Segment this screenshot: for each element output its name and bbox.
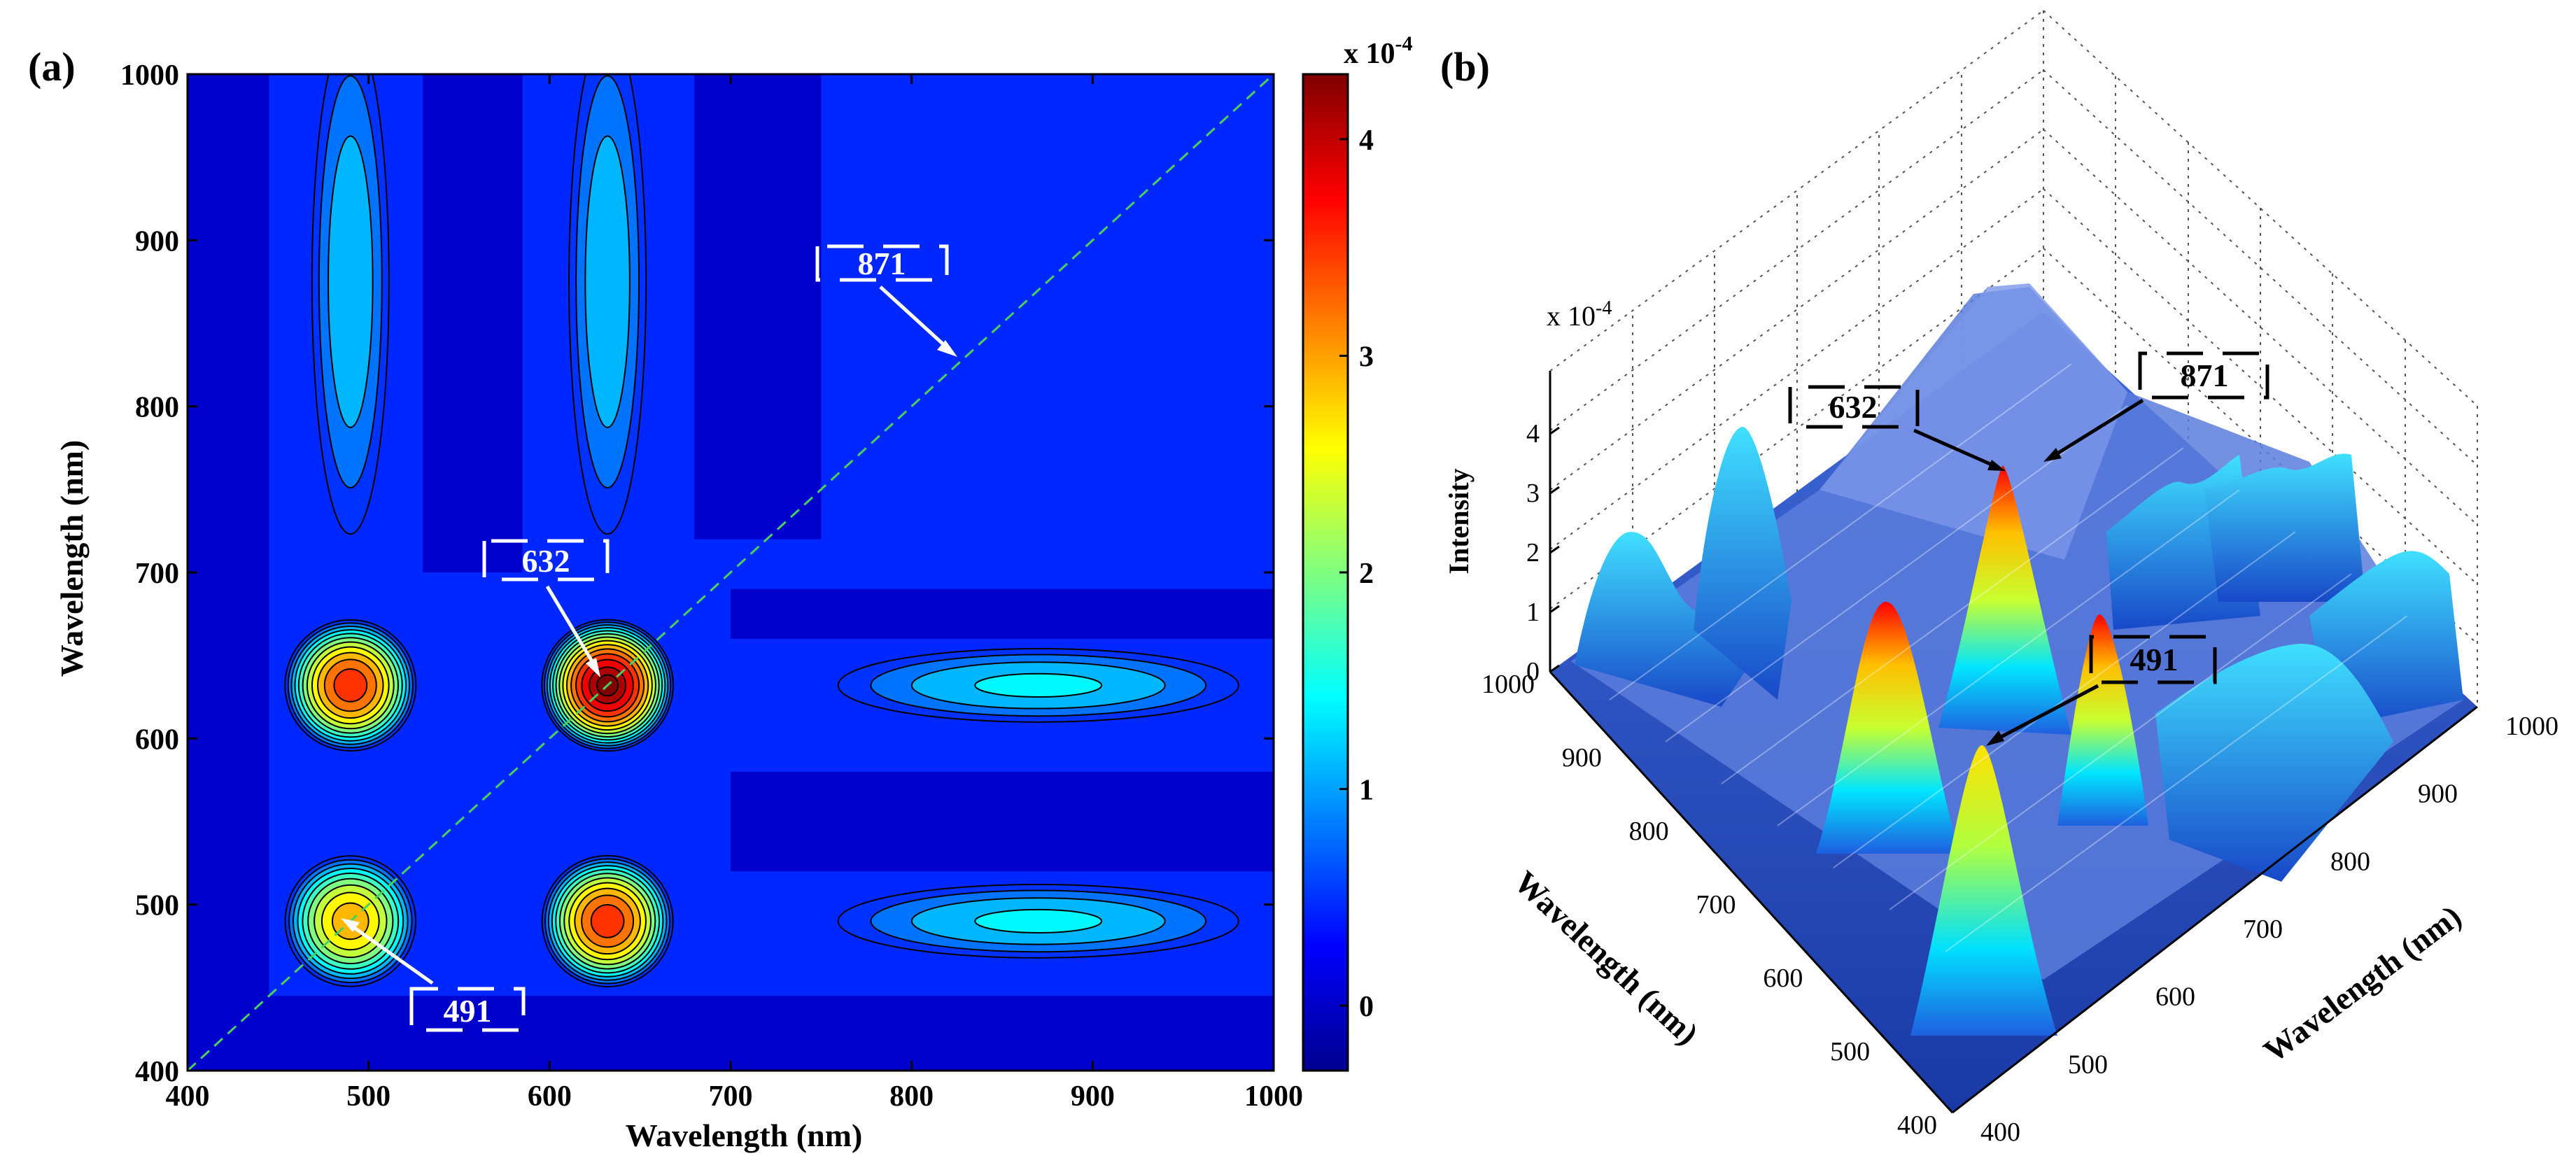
z-axis-label: Intensity — [1443, 468, 1474, 574]
x-tick-label: 700 — [709, 1080, 753, 1113]
annotation-label: 871 — [858, 246, 906, 281]
contour-level — [333, 668, 368, 703]
contour-level — [974, 908, 1103, 933]
y-tick-label: 900 — [135, 225, 179, 258]
diagonal-line — [188, 74, 1274, 1071]
z-tick — [1549, 605, 1560, 614]
y-tick-label: 1000 — [120, 59, 179, 92]
x-tick-label: 900 — [1071, 1080, 1115, 1113]
annotation-632-b: 632 — [1788, 385, 2006, 471]
surface-left-tick-label: 500 — [1830, 1037, 1870, 1066]
y-tick-label: 500 — [135, 890, 179, 922]
annotation-label: 632 — [1829, 389, 1878, 425]
annotation-491-b: 491 — [1986, 635, 2217, 746]
low-intensity-region — [694, 74, 822, 540]
surface-left-tick-label: 700 — [1696, 890, 1736, 919]
annotation-label: 491 — [444, 993, 492, 1029]
z-tick — [1549, 545, 1560, 554]
contour-level — [584, 135, 631, 428]
low-intensity-region — [731, 771, 1274, 872]
surface-left-axis-label: Wavelength (nm) — [1507, 864, 1705, 1052]
colorbar-ticks: 0 1 2 3 4 — [1339, 125, 1374, 1023]
y-tick-label: 400 — [135, 1056, 179, 1088]
surface-right-axis-ticks: 400 500 600 700 800 900 1000 — [1980, 712, 2559, 1147]
surface-right-tick-label: 400 — [1980, 1118, 2020, 1147]
z-tick — [1549, 486, 1560, 495]
z-tick — [1549, 426, 1560, 435]
contour-plot — [188, 74, 1274, 1071]
colorbar-tick-label: 4 — [1359, 125, 1374, 157]
surface-right-tick-label: 800 — [2330, 847, 2370, 876]
z-tick-label: 2 — [1526, 538, 1540, 568]
x-tick-label: 400 — [166, 1080, 210, 1113]
contour-level — [590, 904, 625, 938]
surface-left-tick-label: 800 — [1629, 817, 1669, 846]
annotation-632-a: 632 — [482, 539, 610, 677]
z-tick-label: 1 — [1526, 598, 1540, 627]
z-tick-label: 4 — [1526, 419, 1540, 449]
z-tick — [1549, 664, 1560, 673]
surface-right-tick-label: 1000 — [2505, 712, 2559, 741]
x-tick-label: 1000 — [1244, 1080, 1303, 1113]
surface-left-axis-ticks: 1000 900 800 700 600 500 400 — [1481, 670, 1937, 1140]
annotation-label: 632 — [522, 543, 570, 579]
z-multiplier: x 10-4 — [1547, 297, 1612, 332]
y-tick-label: 800 — [135, 392, 179, 424]
surface-right-tick-label: 500 — [2068, 1050, 2108, 1079]
surface-right-tick-label: 900 — [2418, 780, 2458, 809]
surface-left-tick-label: 900 — [1562, 743, 1602, 773]
colorbar-tick-label: 0 — [1359, 991, 1374, 1023]
contour-level — [974, 672, 1103, 698]
y-tick-label: 700 — [135, 558, 179, 590]
x-tick-label: 800 — [889, 1080, 934, 1113]
surface-right-tick-label: 600 — [2155, 982, 2195, 1012]
surface-right-axis-label: Wavelength (nm) — [2257, 898, 2468, 1069]
low-intensity-region — [188, 996, 1274, 1071]
annotation-label: 491 — [2130, 642, 2179, 677]
surface-plot — [1549, 10, 2478, 1114]
colorbar-tick-label: 1 — [1359, 775, 1374, 807]
annotation-label: 871 — [2181, 358, 2229, 393]
z-tick-label: 0 — [1526, 657, 1540, 686]
y-axis-label-a: Wavelength (nm) — [54, 440, 90, 677]
y-tick-label: 600 — [135, 724, 179, 756]
surface-left-tick-label: 600 — [1763, 964, 1803, 993]
z-tick-label: 3 — [1526, 479, 1540, 508]
x-tick-label: 600 — [528, 1080, 572, 1113]
contour-level — [328, 135, 374, 428]
low-intensity-region — [188, 74, 269, 1071]
low-intensity-region — [423, 74, 523, 572]
annotation-491-a: 491 — [341, 918, 526, 1032]
panel-b-label: (b) — [1440, 44, 1490, 90]
annotation-871-a: 871 — [815, 244, 957, 357]
low-intensity-region — [731, 588, 1274, 639]
panel-a-label: (a) — [28, 44, 76, 90]
x-tick-label: 500 — [346, 1080, 390, 1113]
surface-left-tick-label: 400 — [1897, 1111, 1937, 1140]
axes-a: 400 500 600 700 800 900 1000 400 500 600 700 800 900… — [120, 59, 1303, 1113]
surface-right-tick-label: 700 — [2243, 915, 2283, 944]
colorbar-tick-label: 2 — [1359, 558, 1374, 590]
colorbar-multiplier: x 10-4 — [1344, 32, 1413, 70]
surface-left-tick-label: 1000 — [1481, 670, 1535, 699]
z-axis-ticks: 0 1 2 3 4 — [1526, 419, 1560, 686]
x-axis-label-a: Wavelength (nm) — [626, 1118, 863, 1153]
colorbar-tick-label: 3 — [1359, 341, 1374, 373]
annotation-871-b: 871 — [2043, 351, 2269, 462]
